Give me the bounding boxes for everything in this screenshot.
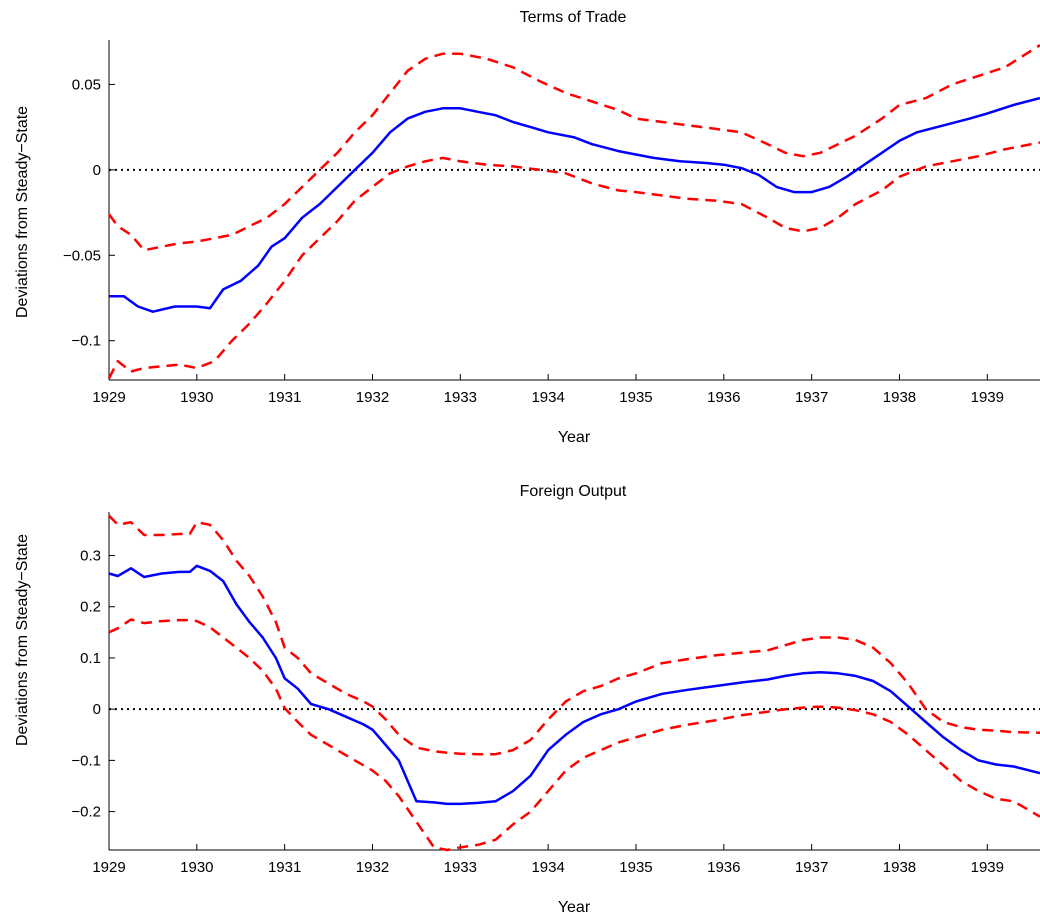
chart-title: Foreign Output bbox=[520, 483, 627, 500]
x-tick-label: 1937 bbox=[795, 859, 828, 876]
upper-band-line bbox=[107, 44, 1040, 252]
estimate-line bbox=[109, 96, 1040, 313]
x-tick-label: 1935 bbox=[619, 389, 652, 406]
x-tick-label: 1938 bbox=[883, 859, 916, 876]
terms-of-trade-panel: Terms of Trade Deviations from Steady−St… bbox=[14, 9, 1040, 446]
y-tick-label: −0.05 bbox=[63, 247, 101, 264]
lower-band-line bbox=[108, 618, 1040, 852]
x-tick-label: 1932 bbox=[356, 859, 389, 876]
y-tick-label: 0.05 bbox=[72, 76, 101, 93]
x-tick-label: 1936 bbox=[707, 389, 740, 406]
x-tick-label: 1935 bbox=[619, 859, 652, 876]
y-tick-label: −0.1 bbox=[71, 333, 101, 350]
x-tick-label: 1933 bbox=[444, 389, 477, 406]
upper-band-line bbox=[108, 514, 1040, 756]
chart-title: Terms of Trade bbox=[520, 9, 627, 26]
x-tick-label: 1930 bbox=[180, 859, 213, 876]
y-tick-label: 0.3 bbox=[80, 548, 101, 565]
x-tick-label: 1939 bbox=[971, 389, 1004, 406]
x-axis-label: Year bbox=[558, 899, 591, 916]
y-tick-label: 0.1 bbox=[80, 650, 101, 667]
x-tick-label: 1929 bbox=[92, 859, 125, 876]
x-tick-label: 1934 bbox=[531, 859, 564, 876]
x-tick-label: 1930 bbox=[180, 389, 213, 406]
x-tick-label: 1933 bbox=[444, 859, 477, 876]
y-tick-label: 0 bbox=[93, 162, 101, 179]
x-tick-label: 1936 bbox=[707, 859, 740, 876]
x-tick-label: 1937 bbox=[795, 389, 828, 406]
x-tick-label: 1931 bbox=[268, 389, 301, 406]
y-tick-label: 0 bbox=[93, 701, 101, 718]
x-tick-label: 1929 bbox=[92, 389, 125, 406]
y-axis-label: Deviations from Steady−State bbox=[14, 106, 31, 318]
y-tick-label: 0.2 bbox=[80, 599, 101, 616]
estimate-line bbox=[108, 564, 1040, 806]
x-tick-label: 1931 bbox=[268, 859, 301, 876]
y-tick-label: −0.2 bbox=[71, 804, 101, 821]
x-axis-label: Year bbox=[558, 429, 591, 446]
x-tick-label: 1938 bbox=[883, 389, 916, 406]
foreign-output-panel: Foreign Output Deviations from Steady−St… bbox=[14, 483, 1040, 916]
plot-area: −0.1 −0.05 0 0.05 1929 1930 1931 1932 1933 1934 19… bbox=[63, 40, 1040, 406]
plot-area: −0.2 −0.1 0 0.1 0.2 0.3 1929 1930 1931 1932 1933 19… bbox=[71, 512, 1040, 876]
x-tick-label: 1932 bbox=[356, 389, 389, 406]
y-tick-label: −0.1 bbox=[71, 752, 101, 769]
lower-band-line bbox=[107, 141, 1040, 379]
x-tick-label: 1934 bbox=[531, 389, 564, 406]
y-axis-label: Deviations from Steady−State bbox=[14, 534, 31, 746]
x-tick-label: 1939 bbox=[971, 859, 1004, 876]
